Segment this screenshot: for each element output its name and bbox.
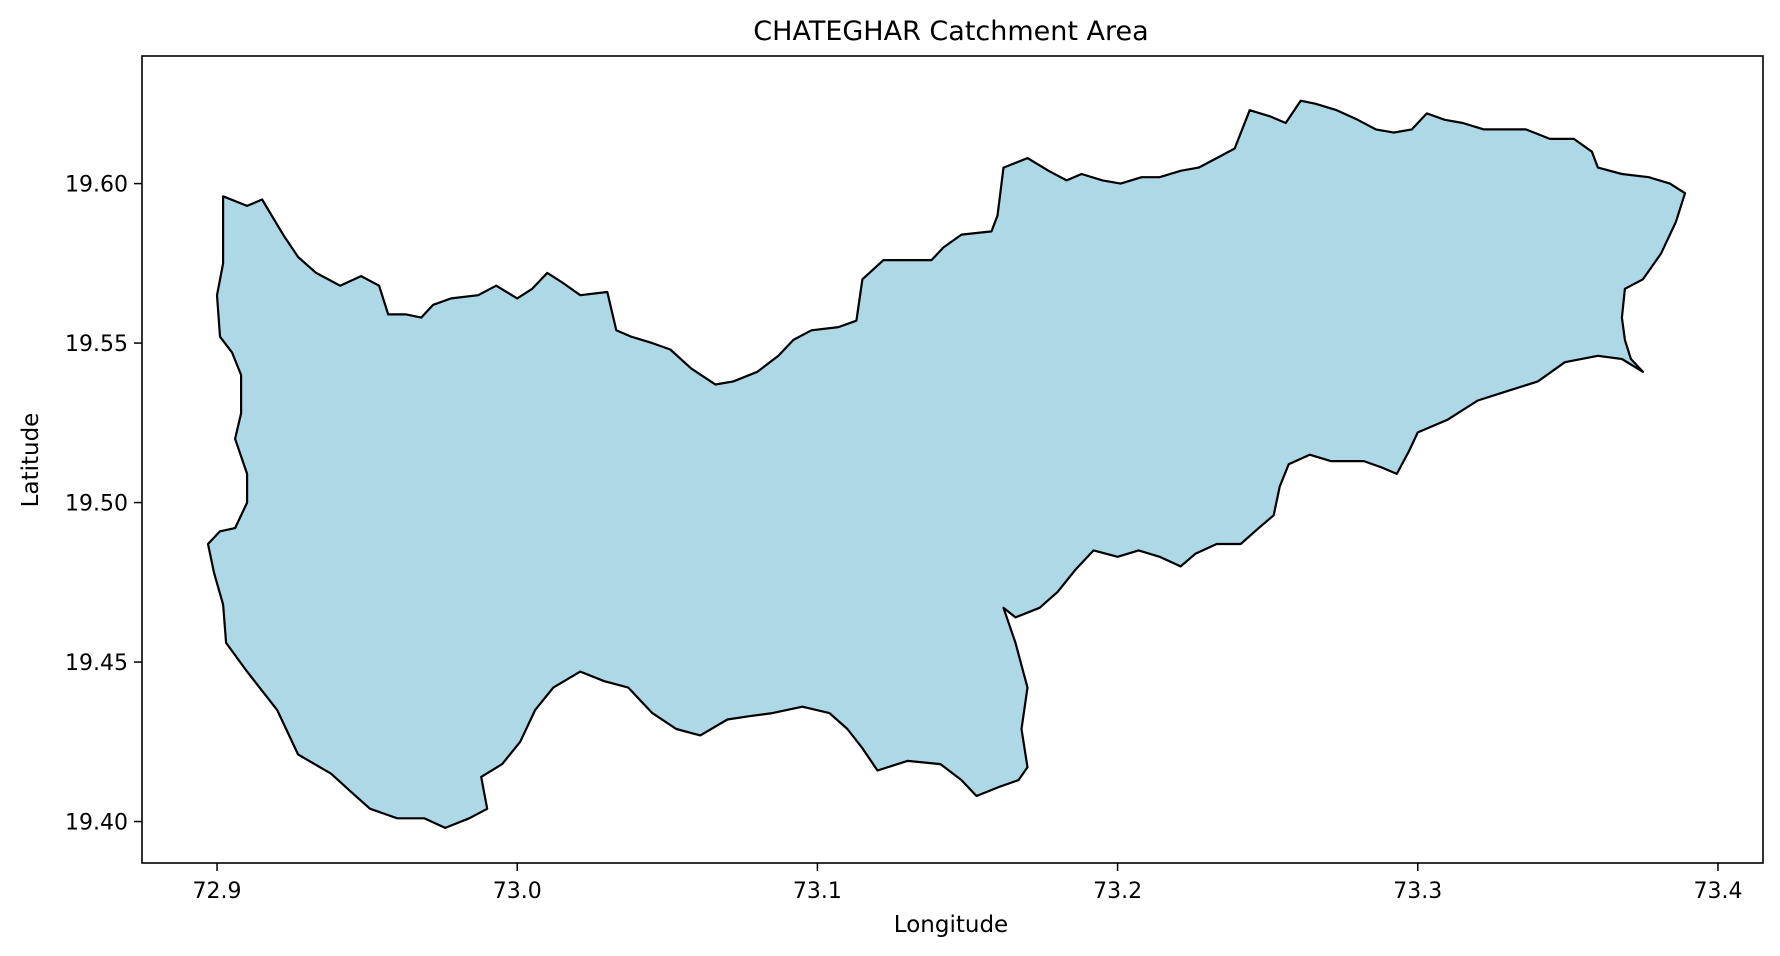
map-title: CHATEGHAR Catchment Area <box>753 16 1148 47</box>
x-tick-label: 72.9 <box>193 879 242 904</box>
y-tick-label: 19.60 <box>65 173 128 198</box>
y-axis-label: Latitude <box>18 413 44 508</box>
y-tick-label: 19.40 <box>65 811 128 836</box>
x-tick-label: 73.0 <box>493 879 542 904</box>
x-tick-label: 73.1 <box>793 879 842 904</box>
plot-frame <box>141 55 1764 864</box>
x-tick-label: 73.3 <box>1393 879 1442 904</box>
y-tick-label: 19.55 <box>65 332 128 357</box>
y-tick-label: 19.50 <box>65 492 128 517</box>
x-tick-label: 73.4 <box>1693 879 1742 904</box>
y-tick-label: 19.45 <box>65 651 128 676</box>
catchment-polygon <box>206 99 1687 829</box>
y-axis-ticks: 19.40 19.45 19.50 19.55 19.60 <box>65 173 142 836</box>
x-axis-label: Longitude <box>894 912 1008 938</box>
x-axis-ticks: 72.9 73.0 73.1 73.2 73.3 73.4 <box>193 863 1742 904</box>
x-tick-label: 73.2 <box>1093 879 1142 904</box>
